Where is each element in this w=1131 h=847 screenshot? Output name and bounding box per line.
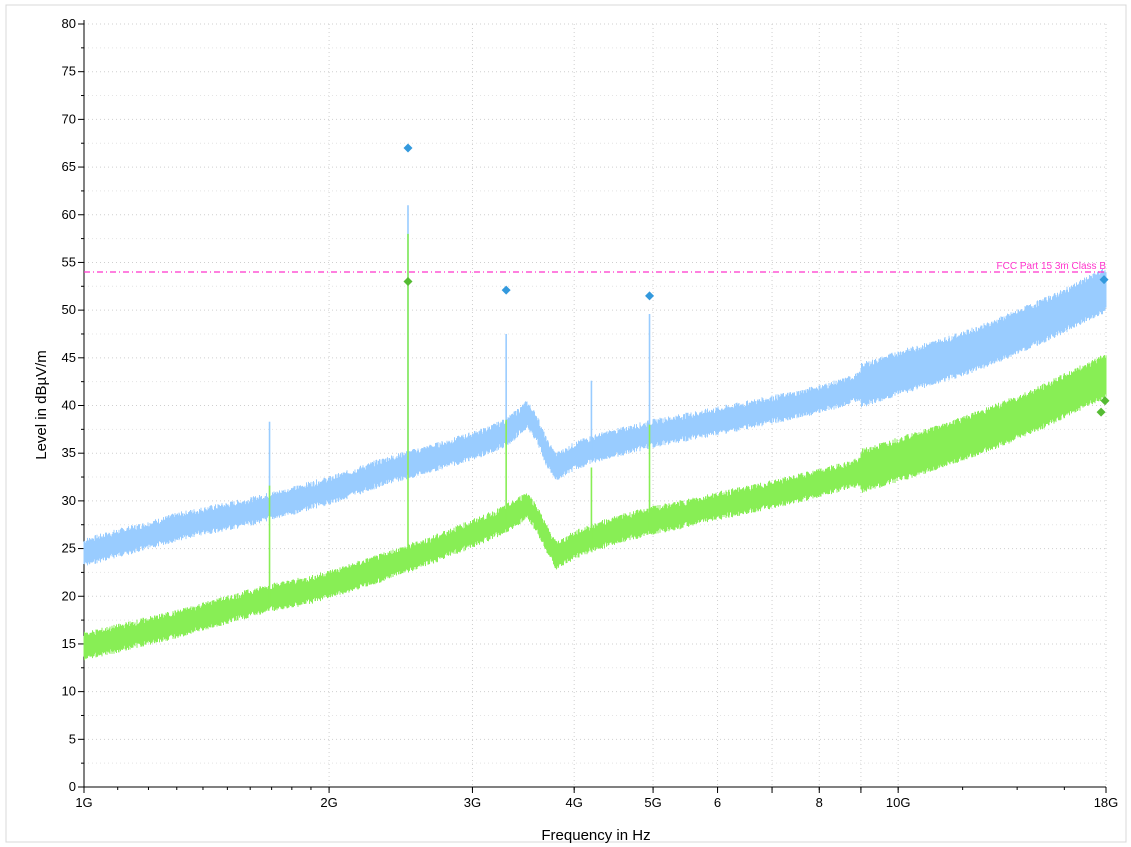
peak-marker — [403, 143, 413, 153]
series-layer — [83, 205, 1107, 661]
limit-layer: FCC Part 15 3m Class B — [84, 261, 1107, 273]
x-tick-label: 10G — [886, 795, 911, 810]
peak-marker — [501, 285, 511, 295]
x-tick-label: 1G — [75, 795, 92, 810]
y-tick-label: 75 — [62, 64, 76, 79]
x-tick-label: 18G — [1094, 795, 1119, 810]
marker-layer — [403, 143, 1110, 417]
peak-marker — [1096, 407, 1106, 417]
x-tick-label: 2G — [320, 795, 337, 810]
y-tick-label: 65 — [62, 159, 76, 174]
y-tick-label: 45 — [62, 350, 76, 365]
x-tick-label: 6 — [714, 795, 721, 810]
x-axis-title: Frequency in Hz — [541, 827, 650, 844]
y-tick-label: 20 — [62, 588, 76, 603]
y-tick-label: 15 — [62, 636, 76, 651]
y-tick-label: 10 — [62, 684, 76, 699]
x-tick-label: 4G — [566, 795, 583, 810]
border-top — [5, 4, 1127, 843]
peak-marker — [1100, 396, 1110, 406]
y-tick-label: 80 — [62, 16, 76, 31]
y-tick-label: 40 — [62, 398, 76, 413]
x-tick-label: 8 — [816, 795, 823, 810]
y-tick-label: 30 — [62, 493, 76, 508]
y-tick-label: 25 — [62, 541, 76, 556]
y-tick-label: 55 — [62, 254, 76, 269]
y-axis-title: Level in dBµV/m — [33, 350, 50, 460]
y-tick-label: 70 — [62, 111, 76, 126]
y-tick-label: 0 — [69, 779, 76, 794]
grid — [83, 23, 1107, 788]
trace-0 — [83, 268, 1107, 566]
y-tick-label: 5 — [69, 731, 76, 746]
y-tick-label: 35 — [62, 445, 76, 460]
axes: 0 5 10 15 20 25 30 35 40 45 50 55 60 65 70 75 80 1G 2G 3G 4G… — [62, 16, 1119, 810]
limit-label: FCC Part 15 3m Class B — [997, 261, 1107, 272]
peak-marker — [1099, 275, 1109, 285]
x-tick-label: 3G — [464, 795, 481, 810]
trace-1 — [83, 355, 1107, 661]
peak-marker — [403, 277, 413, 287]
y-tick-label: 60 — [62, 207, 76, 222]
series-0 — [83, 205, 1107, 566]
y-tick-label: 50 — [62, 302, 76, 317]
x-tick-label: 5G — [644, 795, 661, 810]
peak-marker — [645, 291, 655, 301]
series-1 — [83, 233, 1107, 661]
